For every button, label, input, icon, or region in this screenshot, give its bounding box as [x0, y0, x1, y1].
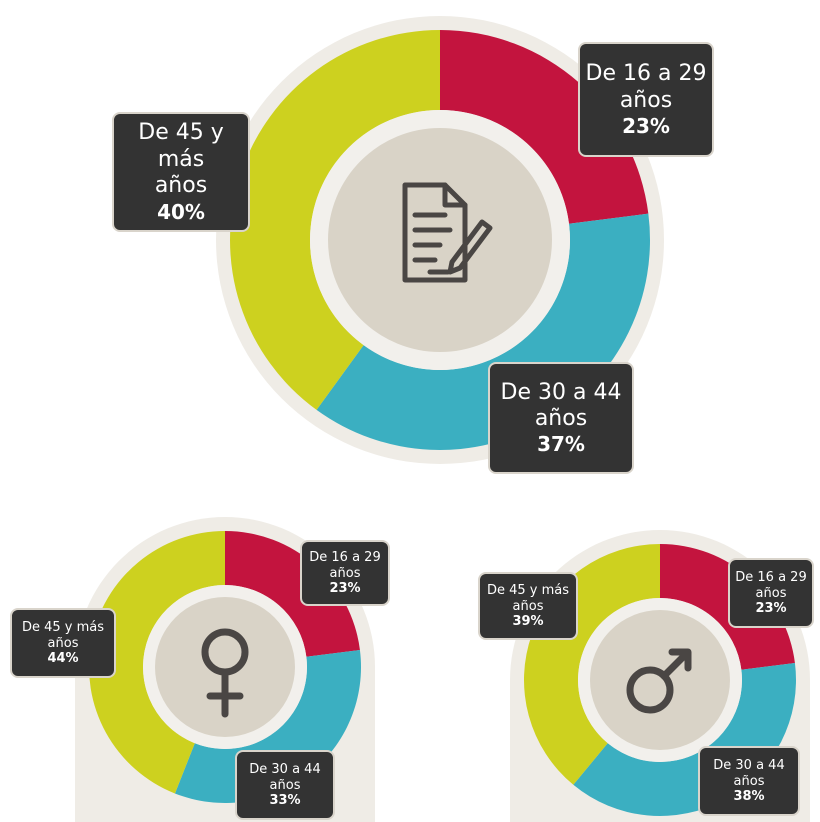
- label-box: De 16 a 29 años 23%: [578, 42, 714, 157]
- donut-segment: [89, 531, 225, 794]
- inner-disk: [328, 128, 552, 352]
- male-icon: [626, 648, 692, 714]
- category-label: De 16 a 29 años: [585, 61, 707, 113]
- label-box: De 16 a 29 años 23%: [300, 540, 390, 606]
- value-label: 37%: [537, 432, 585, 457]
- donut-segment: [225, 531, 360, 657]
- donut-segment: [440, 30, 649, 224]
- category-label: De 45 y más años: [138, 120, 224, 199]
- label-box: De 30 a 44 años 38%: [698, 746, 800, 816]
- value-label: 23%: [329, 581, 361, 597]
- value-label: 44%: [47, 651, 79, 667]
- value-label: 38%: [733, 789, 765, 805]
- donut-segment: [230, 30, 440, 410]
- female-icon: [201, 628, 249, 718]
- value-label: 23%: [755, 601, 787, 617]
- category-label: De 16 a 29 años: [735, 569, 807, 601]
- category-label: De 45 y más años: [486, 582, 570, 614]
- category-label: De 16 a 29 años: [309, 549, 381, 581]
- value-label: 40%: [157, 199, 205, 224]
- label-box: De 45 y más años 40%: [112, 112, 250, 232]
- donut-segment: [660, 544, 795, 670]
- value-label: 39%: [512, 614, 544, 630]
- label-box: De 45 y más años 39%: [478, 572, 578, 640]
- label-box: De 30 a 44 años 37%: [488, 362, 634, 474]
- value-label: 33%: [269, 793, 301, 809]
- category-label: De 30 a 44 años: [500, 379, 622, 431]
- document-icon: [402, 182, 493, 283]
- inner-disk: [155, 597, 295, 737]
- category-label: De 45 y más años: [21, 619, 105, 651]
- inner-disk: [590, 610, 730, 750]
- label-box: De 16 a 29 años 23%: [728, 558, 814, 628]
- label-box: De 30 a 44 años 33%: [235, 750, 335, 820]
- value-label: 23%: [622, 113, 670, 138]
- category-label: De 30 a 44 años: [713, 757, 785, 789]
- label-box: De 45 y más años 44%: [10, 608, 116, 678]
- category-label: De 30 a 44 años: [249, 761, 321, 793]
